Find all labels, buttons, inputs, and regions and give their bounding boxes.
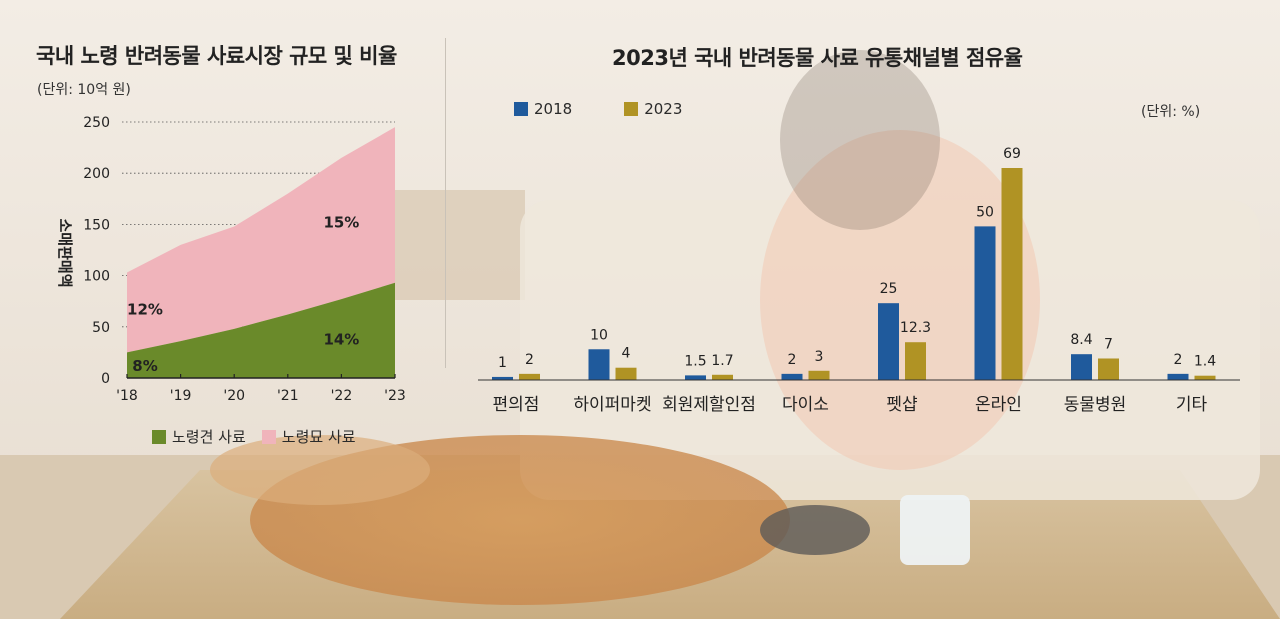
bar-2018 (974, 226, 996, 380)
area-annotation: 8% (132, 357, 157, 375)
area-annotation: 12% (127, 300, 163, 318)
y-tick-label: 100 (83, 269, 110, 285)
legend-label-dog: 노령견 사료 (172, 428, 246, 446)
y-tick-label: 50 (92, 320, 110, 336)
area-series-dog (127, 282, 395, 378)
bar-2023 (615, 367, 637, 380)
bar-value-label: 2 (788, 352, 797, 368)
bar-2018 (1167, 373, 1189, 380)
legend-label-2023: 2023 (644, 100, 683, 118)
right-chart-title: 2023년 국내 반려동물 사료 유통채널별 점유율 (612, 46, 1023, 70)
category-label: 펫샵 (886, 395, 917, 415)
bar-2018 (492, 376, 513, 380)
category-label: 동물병원 (1064, 395, 1127, 415)
bar-value-label: 50 (976, 204, 994, 220)
legend-item-2018: 2018 (514, 100, 572, 118)
bar-2023 (712, 374, 733, 380)
area-annotation: 15% (323, 213, 359, 231)
x-tick-label: '18 (116, 388, 138, 404)
bar-2023 (808, 370, 830, 380)
bar-value-label: 1 (498, 355, 507, 371)
legend-swatch-cat (261, 429, 276, 444)
bar-legend: 2018 2023 (514, 100, 698, 118)
category-label: 기타 (1176, 395, 1208, 415)
left-chart-unit: (단위: 10억 원) (37, 82, 131, 98)
bar-value-label: 4 (622, 346, 631, 362)
bar-value-label: 10 (590, 327, 608, 343)
x-tick-label: '21 (277, 388, 299, 404)
bar-2018 (878, 303, 899, 380)
bar-2018 (685, 375, 706, 380)
area-series-cat (127, 127, 395, 353)
y-tick-label: 200 (83, 166, 110, 182)
x-tick-label: '22 (331, 388, 353, 404)
category-label: 편의점 (493, 395, 540, 415)
bar-2023 (1001, 168, 1023, 380)
bar-value-label: 25 (880, 281, 898, 297)
bar-2023 (905, 342, 926, 380)
y-tick-label: 0 (101, 371, 110, 387)
bar-value-label: 1.4 (1194, 354, 1216, 370)
bar-2018 (1071, 354, 1092, 380)
area-legend: 노령견 사료 노령묘 사료 (152, 426, 372, 447)
legend-label-cat: 노령묘 사료 (281, 428, 356, 446)
category-label: 회원제할인점 (662, 395, 756, 415)
y-tick-label: 250 (83, 115, 110, 131)
bar-value-label: 1.5 (684, 353, 706, 369)
legend-swatch-2018 (514, 102, 528, 116)
legend-swatch-2023 (624, 102, 639, 116)
bar-value-label: 8.4 (1070, 332, 1092, 348)
legend-swatch-dog (152, 429, 166, 444)
x-tick-label: '20 (223, 388, 245, 404)
category-label: 다이소 (782, 395, 829, 415)
bar-2023 (519, 373, 540, 380)
legend-label-2018: 2018 (534, 100, 573, 118)
bar-2023 (1098, 358, 1119, 380)
bar-value-label: 7 (1104, 336, 1113, 352)
left-chart-title: 국내 노령 반려동물 사료시장 규모 및 비율 (36, 44, 397, 68)
legend-item-2023: 2023 (624, 100, 682, 118)
bar-2018 (781, 373, 803, 380)
x-tick-label: '19 (170, 388, 192, 404)
channel-share-bar-chart: 1 2 10 4 1.5 1.7 2 3 25 12.3 50 69 8.4 7 2 1.4 편의점 하이퍼마켓… (478, 146, 1240, 415)
bar-value-label: 2 (525, 352, 534, 368)
x-tick-label: '23 (384, 388, 406, 404)
bar-2023 (1194, 375, 1216, 380)
legend-item-dog: 노령견 사료 (152, 426, 246, 447)
right-chart-unit: (단위: %) (1141, 104, 1201, 120)
bar-value-label: 12.3 (900, 320, 931, 336)
legend-item-cat: 노령묘 사료 (261, 426, 356, 447)
panel-divider (445, 38, 446, 368)
bar-value-label: 3 (815, 349, 824, 365)
bar-value-label: 2 (1174, 352, 1183, 368)
bar-value-label: 69 (1003, 146, 1021, 162)
category-label: 온라인 (975, 395, 1022, 415)
market-size-area-chart: 소매판매액 0 50 100 150 200 250 '18 '19 '20 '21 '22 '23… (56, 115, 406, 404)
category-label: 하이퍼마켓 (573, 395, 651, 415)
bar-value-label: 1.7 (711, 353, 733, 369)
y-axis-label: 소매판매액 (56, 218, 74, 287)
area-annotation: 14% (323, 331, 359, 349)
y-tick-label: 150 (83, 217, 110, 233)
bar-2018 (588, 349, 610, 380)
